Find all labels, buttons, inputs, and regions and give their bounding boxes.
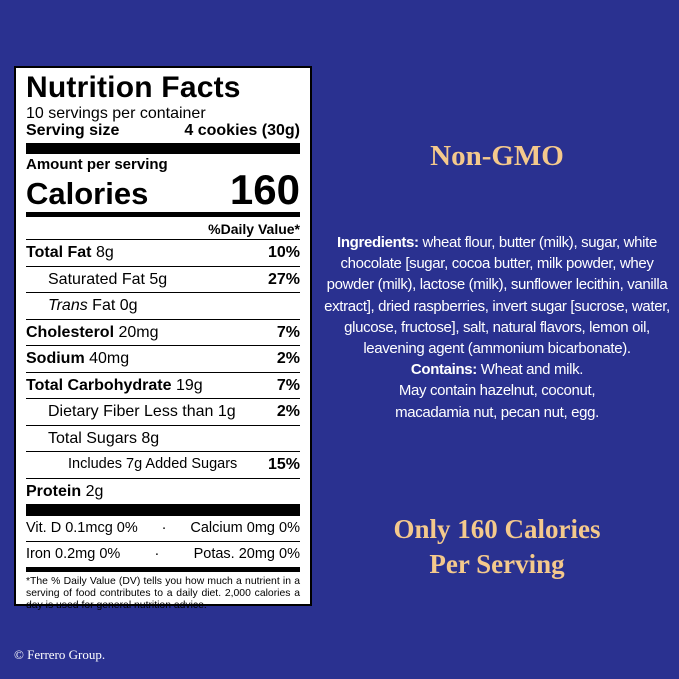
footnote: *The % Daily Value (DV) tells you how mu… bbox=[26, 576, 300, 611]
nutrient-amount: 8g bbox=[95, 244, 114, 261]
vitamin-row: Vit. D 0.1mcg 0% · Calcium 0mg 0% bbox=[26, 516, 300, 542]
nutrient: Total Carbohydrate 19g bbox=[26, 373, 203, 399]
nutrient: Cholesterol 20mg bbox=[26, 320, 159, 346]
tagline: Only 160 Calories Per Serving bbox=[318, 512, 676, 582]
nutrient-label: Sodium bbox=[26, 350, 85, 367]
thick-rule bbox=[26, 143, 300, 154]
calories-label: Calories bbox=[26, 176, 149, 211]
nutrient: Protein 2g bbox=[26, 479, 103, 505]
vitamin: Iron 0.2mg 0% bbox=[26, 546, 121, 562]
nutrient-label-italic: Trans bbox=[48, 297, 88, 314]
thick-rule bbox=[26, 505, 300, 516]
tagline-line: Per Serving bbox=[429, 549, 565, 579]
daily-value: 7% bbox=[276, 376, 300, 394]
nutrient-label: Total Carbohydrate bbox=[26, 376, 172, 394]
nutrient-amount: 2g bbox=[85, 482, 104, 500]
nutrient-row: Trans Fat 0g bbox=[26, 293, 300, 320]
daily-value: 15% bbox=[267, 456, 300, 473]
vitamin: Potas. 20mg 0% bbox=[193, 546, 300, 562]
vitamin: Calcium 0mg 0% bbox=[190, 520, 300, 536]
nutrient-rows: Total Fat 8g 10% Saturated Fat 5g 27% Trans … bbox=[26, 240, 300, 505]
dv-header: %Daily Value* bbox=[26, 219, 300, 240]
ingredients-list: wheat flour, butter (milk), sugar, white… bbox=[324, 234, 670, 358]
title: Nutrition Facts bbox=[26, 71, 241, 104]
calories: Calories 160 bbox=[26, 166, 300, 213]
nutrient-row: Total Sugars 8g bbox=[26, 426, 300, 452]
daily-value: 2% bbox=[276, 350, 300, 367]
nutrient-label: Protein bbox=[26, 482, 82, 500]
serving-size: Serving size 4 cookies (30g) bbox=[26, 122, 300, 140]
vitamin: Vit. D 0.1mcg 0% bbox=[26, 520, 138, 536]
nutrient: Dietary Fiber Less than 1g bbox=[26, 399, 236, 425]
nutrient: Total Fat 8g bbox=[26, 240, 114, 266]
separator: · bbox=[161, 520, 167, 536]
daily-value: 27% bbox=[267, 270, 300, 288]
medium-rule bbox=[26, 567, 300, 572]
nutrient: Includes 7g Added Sugars bbox=[26, 452, 237, 478]
heading: Non-GMO bbox=[430, 140, 564, 172]
contains-label: Contains: bbox=[410, 361, 477, 379]
nutrient-amount: 5g bbox=[149, 270, 168, 288]
nutrient-amount: Less than 1g bbox=[144, 403, 236, 420]
nutrient-label: Cholesterol bbox=[26, 323, 115, 341]
may-contain: May contain hazelnut, coconut, macadamia… bbox=[395, 382, 599, 421]
nutrient-row: Sodium 40mg 2% bbox=[26, 346, 300, 373]
ingredients-label: Ingredients: bbox=[337, 234, 419, 251]
nutrient-amount: 19g bbox=[175, 376, 203, 394]
vitamins: Vit. D 0.1mcg 0% · Calcium 0mg 0% Iron 0.2m… bbox=[26, 516, 300, 567]
nutrient-amount: 8g bbox=[141, 429, 160, 447]
nutrition-label: Nutrition Facts 10 servings per containe… bbox=[14, 66, 312, 611]
medium-rule bbox=[26, 212, 300, 217]
nutrient-label: Includes 7g Added Sugars bbox=[68, 456, 238, 472]
nutrient-row: Saturated Fat 5g 27% bbox=[26, 267, 300, 293]
nutrient-label: Total Sugars bbox=[48, 429, 137, 447]
nutrient-row: Dietary Fiber Less than 1g 2% bbox=[26, 399, 300, 426]
calories-value: 160 bbox=[229, 166, 300, 213]
copyright: © Ferrero Group. bbox=[14, 647, 106, 662]
vitamin-row: Iron 0.2mg 0% · Potas. 20mg 0% bbox=[26, 542, 300, 567]
nutrient: Trans Fat 0g bbox=[26, 293, 138, 319]
nutrient-label: Fat bbox=[92, 297, 116, 314]
ingredients: Ingredients: wheat flour, butter (milk),… bbox=[318, 232, 676, 423]
contains-text: Contains: Wheat and milk. bbox=[322, 359, 672, 380]
nutrient-row: Total Fat 8g 10% bbox=[26, 240, 300, 267]
nutrient-row: Total Carbohydrate 19g 7% bbox=[26, 373, 300, 399]
nutrient-row: Protein 2g bbox=[26, 479, 300, 505]
nutrient-amount: 0g bbox=[119, 297, 138, 314]
nutrient-label: Total Fat bbox=[26, 244, 92, 261]
ingredients-text: Ingredients: wheat flour, butter (milk),… bbox=[322, 232, 672, 359]
daily-value: 7% bbox=[276, 323, 300, 341]
nutrient: Saturated Fat 5g bbox=[26, 267, 167, 293]
nutrient-label: Dietary Fiber bbox=[48, 403, 140, 420]
nutrient-row: Includes 7g Added Sugars 15% bbox=[26, 452, 300, 479]
nutrient-amount: 20mg bbox=[118, 323, 159, 341]
serving-size-value: 4 cookies (30g) bbox=[184, 122, 300, 139]
servings: 10 servings per container bbox=[26, 105, 206, 122]
contains-list: Wheat and milk. bbox=[480, 361, 584, 379]
nutrient: Sodium 40mg bbox=[26, 346, 129, 372]
serving-size-label: Serving size bbox=[26, 122, 120, 139]
nutrient: Total Sugars 8g bbox=[26, 426, 159, 452]
separator: · bbox=[154, 546, 160, 562]
daily-value: 2% bbox=[276, 403, 300, 420]
daily-value: 10% bbox=[267, 244, 300, 261]
nutrient-row: Cholesterol 20mg 7% bbox=[26, 320, 300, 346]
nutrient-amount: 40mg bbox=[89, 350, 130, 367]
amount-per-serving: Amount per serving bbox=[26, 156, 168, 173]
nutrient-label: Saturated Fat bbox=[48, 270, 145, 288]
tagline-line: Only 160 Calories bbox=[393, 514, 601, 544]
